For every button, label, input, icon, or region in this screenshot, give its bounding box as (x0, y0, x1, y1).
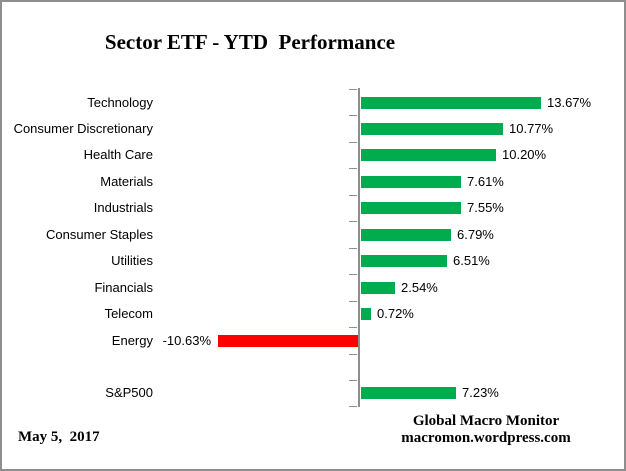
bar-financials (361, 282, 395, 294)
value-label-materials: 7.61% (467, 174, 504, 189)
category-label-financials: Financials (94, 280, 153, 295)
value-label-consumer-discretionary: 10.77% (509, 121, 554, 136)
axis-tick (349, 327, 357, 328)
value-label-industrials: 7.55% (467, 200, 504, 215)
category-label-industrials: Industrials (93, 200, 153, 215)
category-label-consumer-discretionary: Consumer Discretionary (13, 121, 153, 136)
value-label-consumer-staples: 6.79% (457, 227, 494, 242)
bar-consumer-staples (361, 229, 451, 241)
category-label-energy: Energy (111, 333, 153, 348)
axis-tick (349, 195, 357, 196)
category-label-materials: Materials (100, 174, 153, 189)
bar-industrials (361, 202, 461, 214)
footer-source-name: Global Macro Monitor (412, 413, 560, 429)
value-label-health-care: 10.20% (502, 147, 547, 162)
footer-source: Global Macro Monitor macromon.wordpress.… (336, 413, 626, 447)
category-label-technology: Technology (87, 95, 153, 110)
bar-health-care (361, 149, 496, 161)
axis-tick (349, 142, 357, 143)
bar-utilities (361, 255, 447, 267)
axis-tick (349, 248, 357, 249)
axis-tick (349, 221, 357, 222)
value-axis-line (358, 88, 360, 407)
axis-tick (349, 168, 357, 169)
value-label-s-p500: 7.23% (462, 385, 499, 400)
axis-tick (349, 274, 357, 275)
value-label-energy: -10.63% (162, 333, 211, 348)
bar-materials (361, 176, 461, 188)
axis-tick (349, 380, 357, 381)
bar-energy (217, 335, 358, 347)
value-label-technology: 13.67% (547, 95, 592, 110)
bar-consumer-discretionary (361, 123, 503, 135)
bar-s-p500 (361, 387, 456, 399)
value-label-telecom: 0.72% (377, 306, 414, 321)
axis-tick (349, 115, 357, 116)
axis-tick (349, 354, 357, 355)
bar-technology (361, 97, 541, 109)
axis-tick (349, 301, 357, 302)
category-label-telecom: Telecom (104, 306, 153, 321)
category-label-consumer-staples: Consumer Staples (46, 227, 153, 242)
category-label-s-p500: S&P500 (105, 385, 153, 400)
category-label-utilities: Utilities (111, 253, 153, 268)
footer-date: May 5, 2017 (18, 429, 100, 445)
category-label-health-care: Health Care (83, 147, 153, 162)
footer-source-url: macromon.wordpress.com (401, 430, 571, 446)
value-label-financials: 2.54% (401, 280, 438, 295)
axis-tick (349, 89, 357, 90)
bar-telecom (361, 308, 371, 320)
axis-tick (349, 406, 357, 407)
chart-title: Sector ETF - YTD Performance (104, 30, 396, 54)
value-label-utilities: 6.51% (453, 253, 490, 268)
